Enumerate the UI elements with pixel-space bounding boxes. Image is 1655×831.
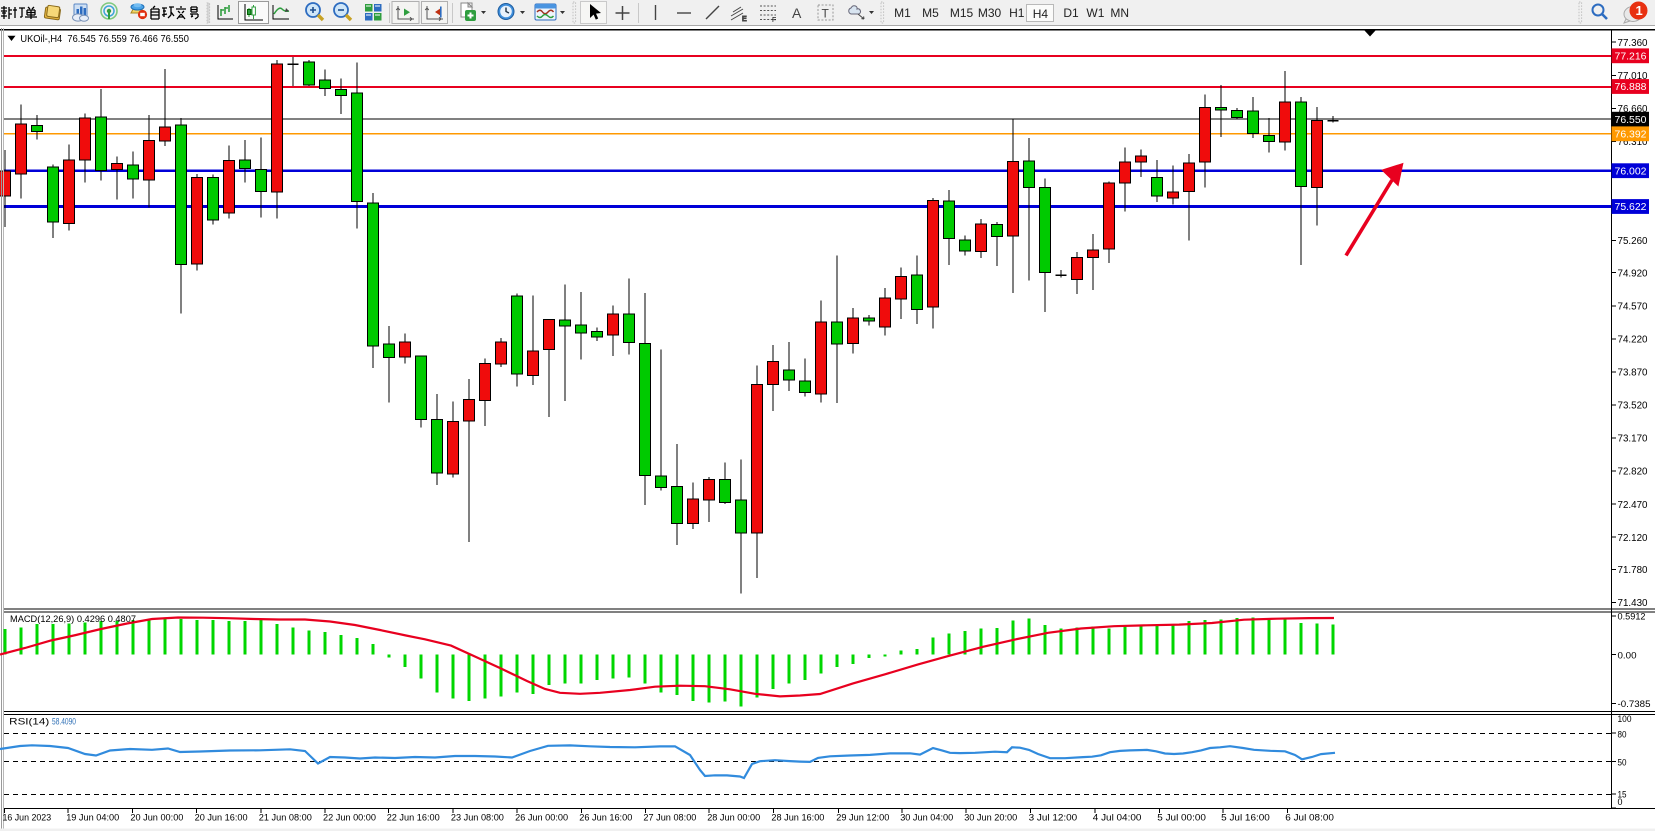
svg-text:77.360: 77.360 <box>1618 38 1648 49</box>
svg-text:28 Jun 16:00: 28 Jun 16:00 <box>771 813 824 824</box>
svg-text:RSI(14): RSI(14) <box>9 717 49 728</box>
svg-text:UKOil-,H4 76.545 76.559 76.46: UKOil-,H4 76.545 76.559 76.466 76.550 <box>20 33 189 45</box>
svg-text:71.780: 71.780 <box>1618 565 1648 576</box>
svg-text:76.660: 76.660 <box>1618 104 1648 115</box>
svg-text:73.520: 73.520 <box>1618 401 1648 412</box>
svg-text:15: 15 <box>1618 790 1627 801</box>
svg-text:30 Jun 04:00: 30 Jun 04:00 <box>900 813 953 824</box>
svg-text:100: 100 <box>1618 714 1632 725</box>
svg-text:73.170: 73.170 <box>1618 434 1648 445</box>
svg-text:58.4090: 58.4090 <box>52 717 76 728</box>
svg-text:77.010: 77.010 <box>1618 71 1648 82</box>
svg-text:76.310: 76.310 <box>1618 137 1648 148</box>
svg-text:28 Jun 00:00: 28 Jun 00:00 <box>707 813 760 824</box>
svg-text:76.002: 76.002 <box>1615 166 1647 177</box>
svg-text:71.430: 71.430 <box>1618 598 1648 609</box>
svg-text:0.5912: 0.5912 <box>1618 612 1646 623</box>
svg-text:A: A <box>792 5 802 21</box>
svg-text:T: T <box>822 7 830 21</box>
svg-text:26 Jun 16:00: 26 Jun 16:00 <box>579 813 632 824</box>
svg-text:72.120: 72.120 <box>1618 533 1648 544</box>
svg-text:20 Jun 00:00: 20 Jun 00:00 <box>130 813 183 824</box>
svg-text:1: 1 <box>1636 3 1643 18</box>
svg-text:76.888: 76.888 <box>1615 82 1647 93</box>
svg-text:27 Jun 08:00: 27 Jun 08:00 <box>643 813 696 824</box>
svg-text:75.260: 75.260 <box>1618 236 1648 247</box>
svg-text:22 Jun 00:00: 22 Jun 00:00 <box>323 813 376 824</box>
svg-text:30 Jun 20:00: 30 Jun 20:00 <box>964 813 1017 824</box>
svg-text:20 Jun 16:00: 20 Jun 16:00 <box>195 813 248 824</box>
svg-text:16 Jun 2023: 16 Jun 2023 <box>3 813 52 824</box>
svg-text:5 Jul 16:00: 5 Jul 16:00 <box>1221 813 1270 824</box>
svg-text:0: 0 <box>1618 797 1623 808</box>
svg-text:MACD(12,26,9) 0.4296 0.4807: MACD(12,26,9) 0.4296 0.4807 <box>10 614 136 625</box>
svg-text:76.550: 76.550 <box>1615 115 1647 126</box>
svg-text:E: E <box>742 16 747 23</box>
svg-text:22 Jun 16:00: 22 Jun 16:00 <box>387 813 440 824</box>
svg-text:5 Jul 00:00: 5 Jul 00:00 <box>1157 813 1206 824</box>
svg-text:19 Jun 04:00: 19 Jun 04:00 <box>66 813 119 824</box>
svg-text:F: F <box>772 17 776 24</box>
svg-text:72.470: 72.470 <box>1618 500 1648 511</box>
svg-text:72.820: 72.820 <box>1618 467 1648 478</box>
svg-text:21 Jun 08:00: 21 Jun 08:00 <box>259 813 312 824</box>
svg-text:80: 80 <box>1618 730 1627 741</box>
svg-text:50: 50 <box>1618 757 1627 768</box>
svg-text:0.00: 0.00 <box>1618 650 1637 661</box>
svg-text:23 Jun 08:00: 23 Jun 08:00 <box>451 813 504 824</box>
svg-text:77.216: 77.216 <box>1615 51 1647 62</box>
svg-text:73.870: 73.870 <box>1618 368 1648 379</box>
svg-text:6 Jul 08:00: 6 Jul 08:00 <box>1285 813 1334 824</box>
svg-text:74.570: 74.570 <box>1618 301 1648 312</box>
svg-text:74.220: 74.220 <box>1618 334 1648 345</box>
svg-text:4 Jul 04:00: 4 Jul 04:00 <box>1093 813 1142 824</box>
svg-text:76.392: 76.392 <box>1615 129 1647 140</box>
svg-text:26 Jun 00:00: 26 Jun 00:00 <box>515 813 568 824</box>
svg-text:-0.7385: -0.7385 <box>1618 699 1651 710</box>
svg-text:3 Jul 12:00: 3 Jul 12:00 <box>1029 813 1078 824</box>
svg-text:29 Jun 12:00: 29 Jun 12:00 <box>836 813 889 824</box>
svg-text:75.622: 75.622 <box>1615 202 1647 213</box>
svg-text:74.920: 74.920 <box>1618 268 1648 279</box>
